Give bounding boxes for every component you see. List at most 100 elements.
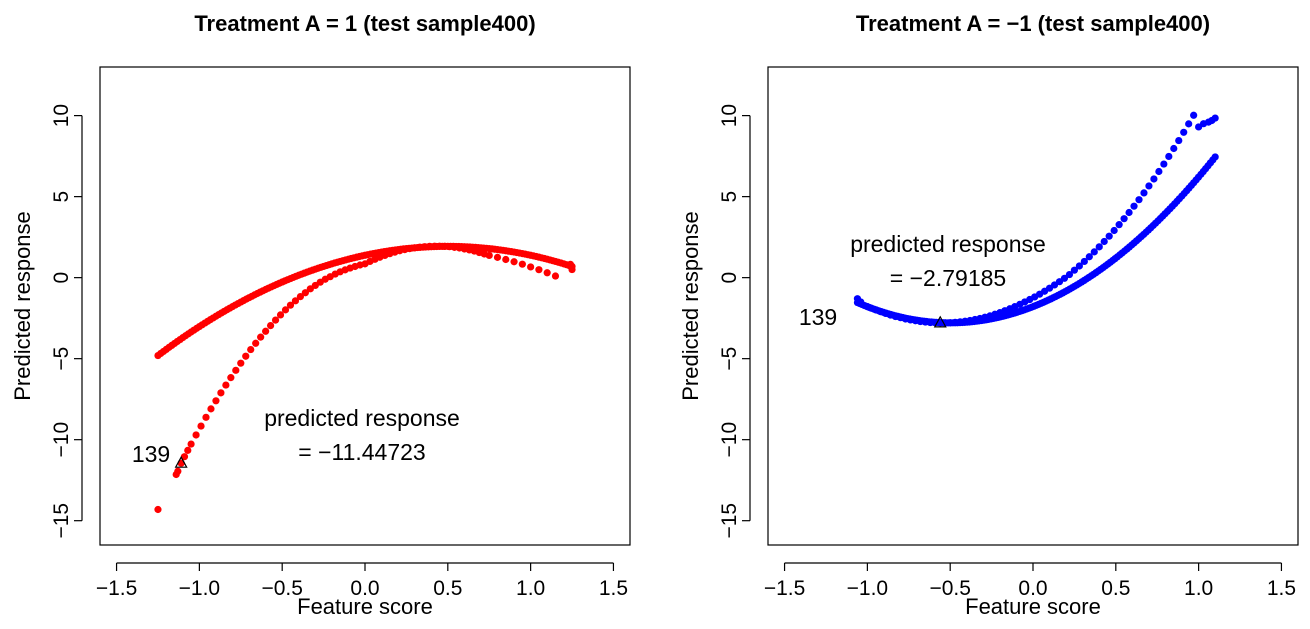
- data-point: [187, 440, 195, 448]
- data-point: [266, 322, 275, 330]
- chart-panel-1: Treatment A = 1 (test sample400) −1.5 −1.0…: [10, 11, 631, 619]
- x-tick-label: 0.5: [433, 577, 462, 600]
- data-point: [301, 289, 309, 297]
- data-point: [1095, 243, 1103, 251]
- y-tick-label: 10: [50, 104, 73, 127]
- y-tick-label: 0: [718, 272, 741, 284]
- y-axis-label: Predicted response: [678, 211, 703, 401]
- data-point: [227, 374, 235, 382]
- data-point: [1110, 226, 1118, 235]
- x-axis-label: Feature score: [297, 594, 433, 619]
- annotation-line-1: predicted response: [850, 231, 1046, 257]
- data-point: [1080, 257, 1088, 266]
- data-point: [237, 359, 245, 367]
- data-point: [174, 467, 182, 475]
- chart-title: Treatment A = −1 (test sample400): [856, 11, 1210, 36]
- data-point: [1115, 221, 1123, 229]
- data-point: [242, 352, 250, 360]
- x-tick-label: −0.5: [261, 577, 302, 600]
- data-point: [180, 453, 189, 461]
- data-point: [217, 389, 225, 397]
- x-tick-label: 1.0: [1184, 577, 1213, 600]
- data-point: [197, 422, 205, 430]
- data-point: [1150, 175, 1158, 183]
- annotation-line-2: = −2.79185: [890, 265, 1006, 291]
- data-point: [485, 251, 493, 260]
- x-tick-label: 0.0: [350, 577, 379, 600]
- x-tick-label: −1.0: [179, 577, 220, 600]
- data-point: [1175, 136, 1183, 145]
- data-point: [1125, 208, 1133, 217]
- data-point: [1075, 262, 1083, 270]
- highlighted-point-marker: [174, 455, 188, 468]
- data-point: [1170, 144, 1178, 153]
- annotation-line-1: predicted response: [264, 405, 460, 431]
- data-point: [535, 266, 543, 274]
- data-point: [1105, 232, 1113, 240]
- data-point: [257, 333, 265, 341]
- highlighted-point-label: 139: [799, 304, 837, 330]
- data-point: [518, 260, 526, 268]
- data-point: [1100, 237, 1108, 246]
- data-point: [1190, 111, 1198, 119]
- data-point: [202, 413, 210, 421]
- data-point: [857, 298, 865, 306]
- data-point: [430, 242, 439, 250]
- y-tick-label: 10: [718, 104, 741, 127]
- data-point: [207, 405, 215, 413]
- data-point: [510, 258, 518, 266]
- data-point: [1140, 189, 1148, 197]
- data-point: [568, 265, 576, 274]
- data-point: [543, 269, 551, 277]
- highlighted-point-marker: [933, 315, 947, 328]
- data-point: [184, 446, 192, 454]
- data-point: [493, 253, 502, 261]
- x-tick-label: 0.5: [1101, 577, 1130, 600]
- data-point: [527, 263, 535, 271]
- data-point: [1090, 248, 1098, 256]
- data-point: [212, 397, 220, 405]
- data-point: [154, 505, 162, 514]
- y-tick-label: −10: [718, 422, 741, 458]
- data-point: [1135, 196, 1143, 204]
- x-tick-label: 1.0: [516, 577, 545, 600]
- plot-frame: [99, 66, 631, 546]
- x-tick-label: 1.5: [599, 577, 628, 600]
- data-point: [1180, 128, 1188, 136]
- x-tick-label: 0.0: [1018, 577, 1047, 600]
- x-tick-label: −1.5: [96, 577, 137, 600]
- data-point: [222, 381, 230, 389]
- data-point: [252, 339, 260, 347]
- data-point: [502, 255, 510, 264]
- data-point: [1145, 182, 1153, 190]
- x-tick-label: −0.5: [929, 577, 970, 600]
- data-point: [1070, 266, 1079, 274]
- data-point: [296, 293, 305, 301]
- x-tick-label: 1.5: [1267, 577, 1296, 600]
- data-point: [1160, 160, 1168, 168]
- data-point: [1060, 274, 1069, 282]
- data-point: [1130, 202, 1138, 210]
- data-point: [192, 431, 200, 439]
- data-point: [1165, 152, 1173, 161]
- x-tick-label: −1.0: [847, 577, 888, 600]
- chart-panel-2: Treatment A = −1 (test sample400) −1.5 −1.…: [678, 11, 1299, 619]
- y-axis-label: Predicted response: [10, 211, 35, 401]
- data-point: [1065, 270, 1074, 279]
- y-tick-label: −5: [50, 347, 73, 371]
- data-point: [262, 327, 270, 335]
- plot-frame: [767, 66, 1299, 546]
- data-point: [271, 316, 280, 324]
- y-tick-label: −10: [50, 422, 73, 458]
- y-tick-label: 5: [50, 191, 73, 203]
- x-tick-label: −1.5: [764, 577, 805, 600]
- y-tick-label: −15: [50, 503, 73, 539]
- data-point: [281, 306, 290, 314]
- highlighted-point-label: 139: [132, 441, 170, 467]
- chart-title: Treatment A = 1 (test sample400): [194, 11, 535, 36]
- data-point: [1085, 253, 1093, 261]
- y-tick-label: −5: [718, 347, 741, 371]
- y-tick-label: 0: [50, 272, 73, 284]
